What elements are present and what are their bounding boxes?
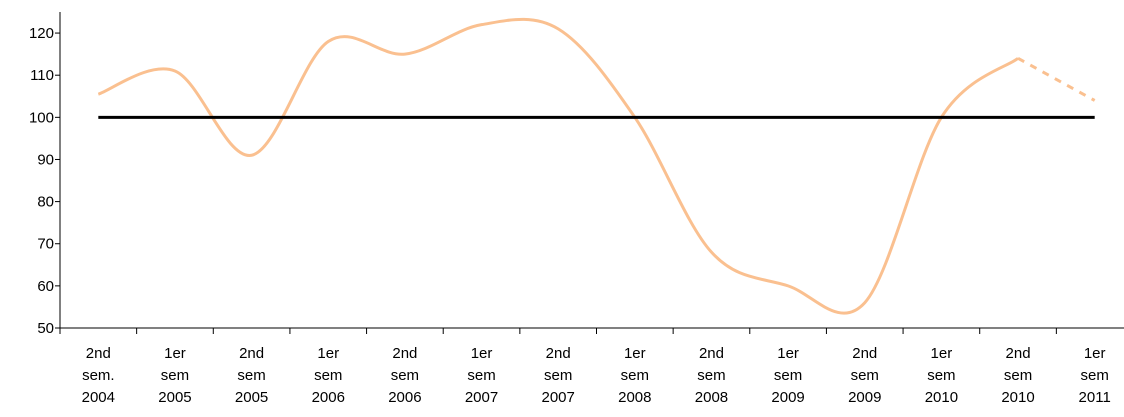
x-tick-label: 2nd sem. 2004 xyxy=(82,345,115,406)
y-tick-label: 50 xyxy=(37,320,54,337)
y-tick-label: 100 xyxy=(29,109,54,126)
y-tick-label: 60 xyxy=(37,278,54,295)
line-series xyxy=(97,17,1019,315)
x-tick-label: 1er sem 2009 xyxy=(771,345,804,406)
x-tick-label: 2nd sem 2010 xyxy=(1001,345,1034,406)
x-tick-label: 2nd sem 2008 xyxy=(695,345,728,406)
x-tick-label: 1er sem 2011 xyxy=(1079,345,1111,406)
x-tick-label: 2nd sem 2006 xyxy=(388,345,421,406)
x-tick-label: 1er sem 2008 xyxy=(618,345,651,406)
y-tick-label: 90 xyxy=(37,151,54,168)
x-tick-label: 2nd sem 2005 xyxy=(235,345,268,406)
x-tick-label: 1er sem 2006 xyxy=(312,345,345,406)
y-tick-label: 120 xyxy=(29,25,54,42)
x-tick-label: 2nd sem 2007 xyxy=(541,345,574,406)
y-tick-label: 110 xyxy=(30,67,54,84)
x-tick-label: 1er sem 2005 xyxy=(158,345,191,406)
y-tick-label: 70 xyxy=(37,236,54,253)
y-tick-label: 80 xyxy=(37,194,54,211)
x-tick-label: 1er sem 2007 xyxy=(465,345,498,406)
x-tick-label: 1er sem 2010 xyxy=(925,345,958,406)
x-tick-label: 2nd sem 2009 xyxy=(848,345,881,406)
line-projection xyxy=(1017,57,1096,102)
